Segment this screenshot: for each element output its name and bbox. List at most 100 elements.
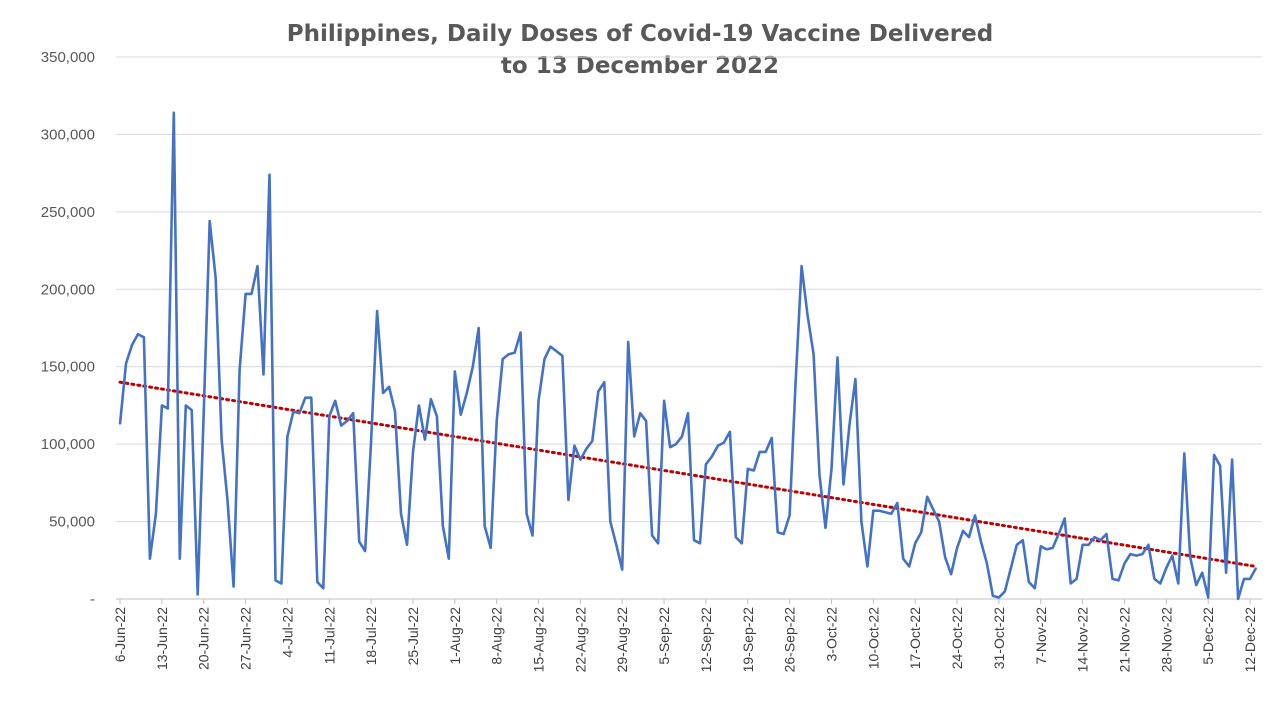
data-point [280, 582, 283, 585]
data-point [1075, 578, 1078, 580]
data-point [776, 531, 779, 534]
grid-lines [116, 56, 1262, 523]
data-point [1081, 544, 1084, 546]
data-point [1129, 553, 1132, 555]
data-point [1004, 590, 1006, 593]
data-point [472, 365, 474, 368]
data-point [579, 458, 582, 461]
data-point [292, 410, 295, 413]
data-point [938, 520, 940, 523]
data-point [1045, 548, 1048, 551]
data-point [418, 404, 420, 407]
data-point [1207, 596, 1209, 599]
data-point [932, 508, 934, 511]
data-point [1051, 547, 1054, 549]
data-point [1087, 544, 1090, 546]
data-point [477, 327, 480, 329]
data-point [202, 412, 205, 415]
data-point [549, 345, 552, 348]
series-line [118, 111, 1258, 601]
data-point [1177, 582, 1180, 585]
x-tick-label: 19-Sep-22 [740, 607, 756, 673]
data-point [609, 520, 612, 523]
data-point [735, 536, 737, 538]
data-point [1195, 584, 1197, 586]
trendline-line [118, 380, 1258, 568]
data-point [627, 341, 629, 343]
data-point [173, 111, 175, 114]
data-point [812, 353, 815, 356]
data-point [328, 415, 331, 418]
data-point [1040, 545, 1042, 548]
x-tick-label: 13-Jun-22 [154, 607, 170, 670]
data-point [179, 557, 181, 560]
data-point [262, 373, 265, 376]
data-point [782, 533, 785, 535]
data-point [998, 596, 1000, 599]
data-point [896, 502, 899, 504]
data-point [717, 444, 719, 447]
data-point [806, 314, 809, 317]
x-tick-label: 29-Aug-22 [614, 607, 630, 673]
data-point [143, 336, 145, 339]
data-point [1171, 554, 1174, 557]
data-point [693, 539, 695, 541]
data-point [992, 595, 994, 597]
data-point [1189, 556, 1191, 558]
data-point [149, 557, 151, 560]
data-point [466, 392, 468, 394]
data-point [884, 511, 887, 514]
x-tick-label: 1-Aug-22 [447, 607, 463, 665]
data-point [645, 420, 647, 422]
data-point [633, 435, 635, 438]
x-tick-label: 24-Oct-22 [949, 607, 965, 669]
data-point [920, 531, 922, 534]
x-axis-labels: 6-Jun-22 13-Jun-22 20-Jun-22 27-Jun-22 4-Jul… [112, 607, 1258, 673]
data-point [824, 527, 827, 529]
data-point [1243, 578, 1245, 580]
data-point [448, 557, 450, 560]
y-tick-label: - [90, 591, 95, 608]
data-point [316, 581, 319, 583]
data-point [436, 415, 438, 418]
chart-title-line1: Philippines, Daily Doses of Covid-19 Vac… [286, 21, 994, 47]
data-point [501, 358, 504, 360]
data-point [1225, 571, 1227, 574]
data-point [747, 468, 749, 470]
data-point [1219, 465, 1221, 467]
x-tick-label: 28-Nov-22 [1158, 607, 1174, 673]
data-point [483, 525, 486, 527]
data-point [603, 381, 606, 384]
data-point [340, 424, 343, 427]
data-point [214, 277, 217, 280]
data-point [125, 362, 127, 365]
data-point [161, 404, 163, 407]
data-point [460, 413, 462, 416]
data-point [860, 520, 863, 523]
data-point [681, 435, 683, 438]
data-point [1159, 582, 1162, 585]
data-point [250, 293, 253, 295]
data-point [531, 534, 534, 537]
data-point [304, 396, 307, 399]
data-point [256, 265, 259, 267]
data-point [412, 451, 414, 453]
data-point [675, 443, 677, 445]
data-point [196, 593, 199, 596]
x-tick-label: 27-Jun-22 [238, 607, 254, 670]
data-point [591, 440, 594, 442]
data-point [185, 404, 187, 407]
trendline [118, 380, 1258, 568]
data-point [800, 265, 803, 267]
data-point [495, 420, 498, 422]
data-point [758, 451, 761, 453]
data-point [639, 412, 641, 415]
data-point [1237, 598, 1239, 600]
x-tick-label: 7-Nov-22 [1033, 607, 1049, 665]
data-point [615, 544, 618, 546]
data-point [561, 355, 564, 357]
data-point [1123, 562, 1126, 565]
data-point [454, 370, 456, 373]
x-tick-label: 22-Aug-22 [572, 607, 588, 673]
data-point [705, 463, 707, 466]
